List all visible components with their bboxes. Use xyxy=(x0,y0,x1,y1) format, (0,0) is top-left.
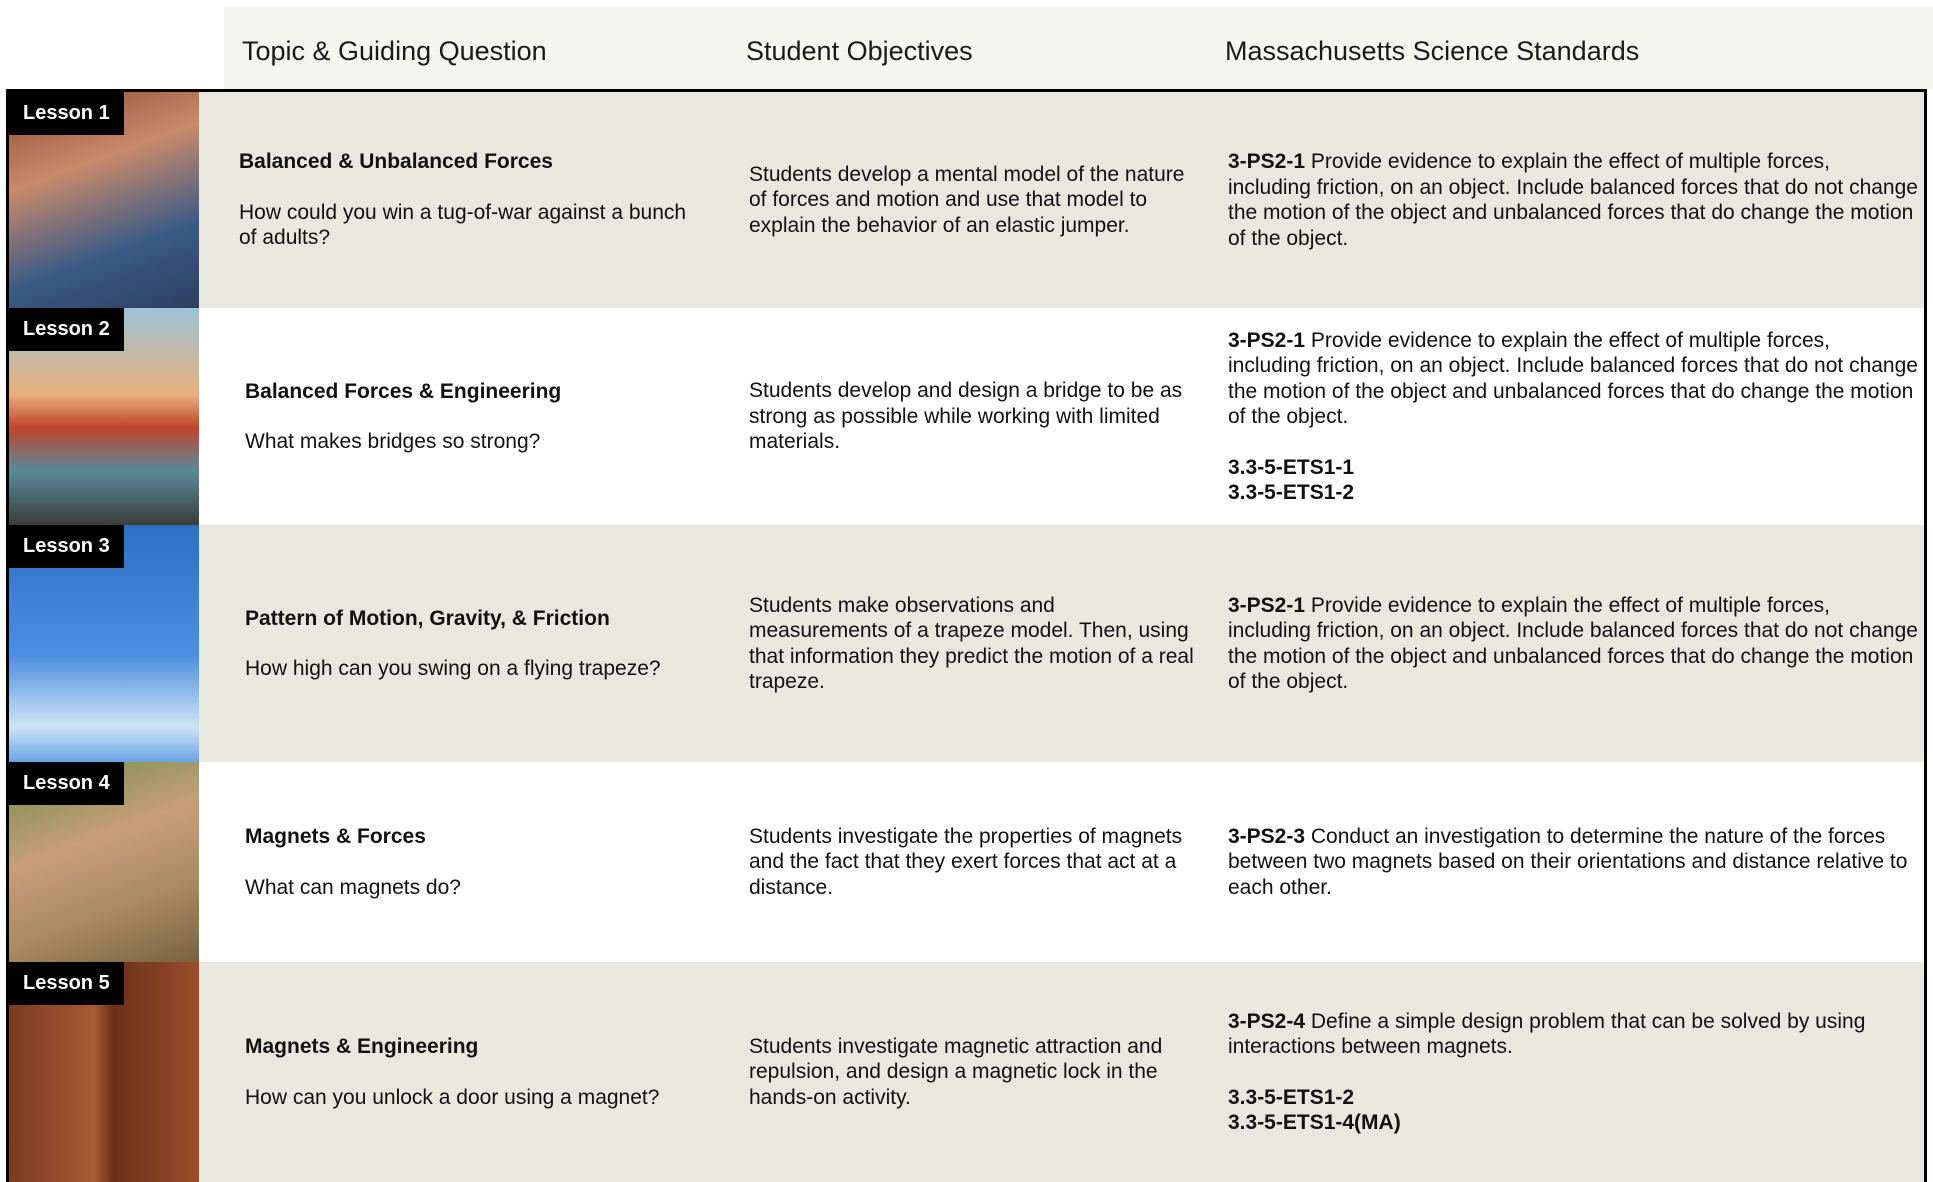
standard-code: 3-PS2-1 xyxy=(1228,593,1306,617)
standard-text: Provide evidence to explain the effect o… xyxy=(1228,593,1918,694)
standard-code: 3-PS2-4 xyxy=(1228,1009,1306,1033)
topic-title: Magnets & Engineering xyxy=(245,1035,479,1058)
objective-text: Students make observations and measureme… xyxy=(749,593,1194,694)
guiding-question: What can magnets do? xyxy=(245,875,461,899)
topic-title: Magnets & Forces xyxy=(245,825,426,848)
standards-cell: 3-PS2-1 Provide evidence to explain the … xyxy=(1228,525,1918,762)
lesson-row: Lesson 4 Magnets & Forces What can magnets… xyxy=(9,762,1924,962)
lesson-label: Lesson 2 xyxy=(9,308,124,351)
lesson-image: Lesson 5 xyxy=(9,962,199,1182)
lesson-image: Lesson 2 xyxy=(9,308,199,525)
standard-code: 3.3-5-ETS1-2 xyxy=(1228,481,1355,504)
topic-cell: Magnets & Engineering How can you unlock … xyxy=(245,962,715,1182)
objective-text: Students investigate the properties of m… xyxy=(749,824,1183,899)
standard-code: 3-PS2-1 xyxy=(1228,328,1306,352)
objective-cell: Students investigate the properties of m… xyxy=(749,762,1199,962)
lesson-image: Lesson 1 xyxy=(9,92,199,308)
standard: 3-PS2-4 Define a simple design problem t… xyxy=(1228,1009,1918,1060)
standards-cell: 3-PS2-1 Provide evidence to explain the … xyxy=(1228,92,1918,308)
standards-cell: 3-PS2-1 Provide evidence to explain the … xyxy=(1228,308,1918,525)
column-header: Massachusetts Science Standards xyxy=(1225,36,1640,66)
lesson-table: Lesson 1 Balanced & Unbalanced Forces How … xyxy=(6,89,1927,1182)
standard: 3-PS2-1 Provide evidence to explain the … xyxy=(1228,328,1918,430)
guiding-question: How could you win a tug-of-war against a… xyxy=(239,200,687,250)
extra-codes: 3.3-5-ETS1-2 3.3-5-ETS1-4(MA) xyxy=(1228,1085,1918,1136)
objective-text: Students develop a mental model of the n… xyxy=(749,162,1185,237)
topic-cell: Pattern of Motion, Gravity, & Friction Ho… xyxy=(245,525,715,762)
guiding-question: How high can you swing on a flying trape… xyxy=(245,657,661,680)
column-header: Student Objectives xyxy=(746,36,973,66)
standard-code: 3-PS2-3 xyxy=(1228,824,1306,848)
standard: 3-PS2-1 Provide evidence to explain the … xyxy=(1228,149,1918,251)
lesson-row: Lesson 5 Magnets & Engineering How can you… xyxy=(9,962,1924,1182)
objective-text: Students develop and design a bridge to … xyxy=(749,379,1183,454)
topic-title: Balanced Forces & Engineering xyxy=(245,379,562,403)
standard-code: 3.3-5-ETS1-1 xyxy=(1228,455,1355,479)
topic-cell: Balanced Forces & Engineering What makes … xyxy=(245,308,715,525)
standard: 3-PS2-3 Conduct an investigation to dete… xyxy=(1228,824,1918,901)
standard-text: Define a simple design problem that can … xyxy=(1228,1009,1866,1059)
lesson-label: Lesson 1 xyxy=(9,92,124,135)
standard-text: Provide evidence to explain the effect o… xyxy=(1228,328,1918,429)
lesson-image: Lesson 4 xyxy=(9,762,199,962)
standard-code: 3.3-5-ETS1-2 xyxy=(1228,1085,1355,1109)
objective-cell: Students make observations and measureme… xyxy=(749,525,1199,762)
standard-code: 3-PS2-1 xyxy=(1228,150,1306,173)
lesson-label: Lesson 3 xyxy=(9,525,124,568)
objective-cell: Students investigate magnetic attraction… xyxy=(749,962,1199,1182)
guiding-question: What makes bridges so strong? xyxy=(245,430,541,453)
objective-cell: Students develop and design a bridge to … xyxy=(749,308,1199,525)
topic-title: Pattern of Motion, Gravity, & Friction xyxy=(245,606,610,630)
standards-cell: 3-PS2-3 Conduct an investigation to dete… xyxy=(1228,762,1918,962)
topic-cell: Balanced & Unbalanced Forces How could yo… xyxy=(239,92,709,308)
topic-cell: Magnets & Forces What can magnets do? xyxy=(245,762,715,962)
lesson-label: Lesson 4 xyxy=(9,762,124,805)
standards-cell: 3-PS2-4 Define a simple design problem t… xyxy=(1228,962,1918,1182)
standard-code: 3.3-5-ETS1-4(MA) xyxy=(1228,1111,1401,1134)
lesson-row: Lesson 3 Pattern of Motion, Gravity, & Fr… xyxy=(9,525,1924,762)
standard: 3-PS2-1 Provide evidence to explain the … xyxy=(1228,593,1918,695)
lesson-image: Lesson 3 xyxy=(9,525,199,762)
extra-codes: 3.3-5-ETS1-1 3.3-5-ETS1-2 xyxy=(1228,455,1918,506)
lesson-row: Lesson 2 Balanced Forces & Engineering Wha… xyxy=(9,308,1924,525)
lesson-row: Lesson 1 Balanced & Unbalanced Forces How … xyxy=(9,92,1924,308)
standard-text: Provide evidence to explain the effect o… xyxy=(1228,150,1918,250)
standard-text: Conduct an investigation to determine th… xyxy=(1228,824,1908,899)
lesson-label: Lesson 5 xyxy=(9,962,124,1005)
objective-text: Students investigate magnetic attraction… xyxy=(749,1034,1163,1109)
header: Topic & Guiding Question Student Objecti… xyxy=(224,6,1933,89)
objective-cell: Students develop a mental model of the n… xyxy=(749,92,1199,308)
guiding-question: How can you unlock a door using a magnet… xyxy=(245,1085,660,1109)
topic-title: Balanced & Unbalanced Forces xyxy=(239,150,553,174)
column-header: Topic & Guiding Question xyxy=(242,36,547,66)
